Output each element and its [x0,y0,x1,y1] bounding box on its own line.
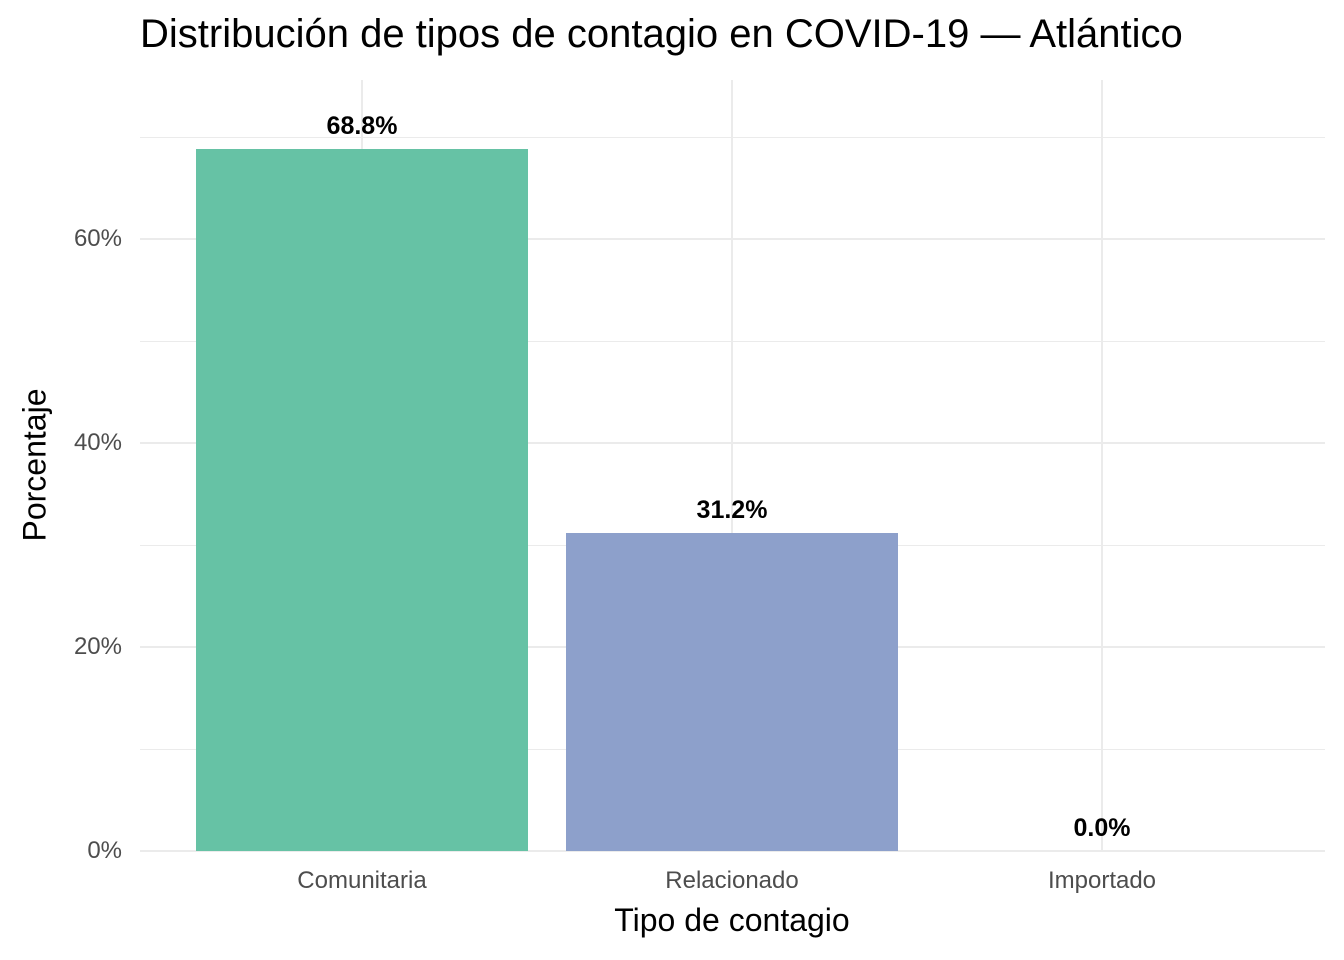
x-tick-label: Comunitaria [297,867,427,894]
bar-value-label: 0.0% [1073,814,1131,842]
vertical-gridline [731,80,733,852]
vertical-gridline [1101,80,1103,852]
chart-title: Distribución de tipos de contagio en COV… [140,12,1183,56]
plot-panel: 68.8% 31.2% 0.0% [140,80,1325,852]
x-tick-label: Importado [1047,867,1157,894]
bar-value-label: 31.2% [696,495,768,524]
x-tick-label: Relacionado [665,867,799,894]
bar-comunitaria [196,149,528,851]
y-tick-label: 60% [73,225,122,252]
y-tick-label: 20% [73,633,122,660]
y-tick-label: 40% [73,429,122,456]
bar-value-label: 68.8% [326,112,398,141]
y-tick-label: 0% [87,837,122,864]
bar-relacionado [566,532,898,851]
y-axis-title: Porcentaje [16,388,53,542]
x-axis-title: Tipo de contagio [614,902,850,938]
